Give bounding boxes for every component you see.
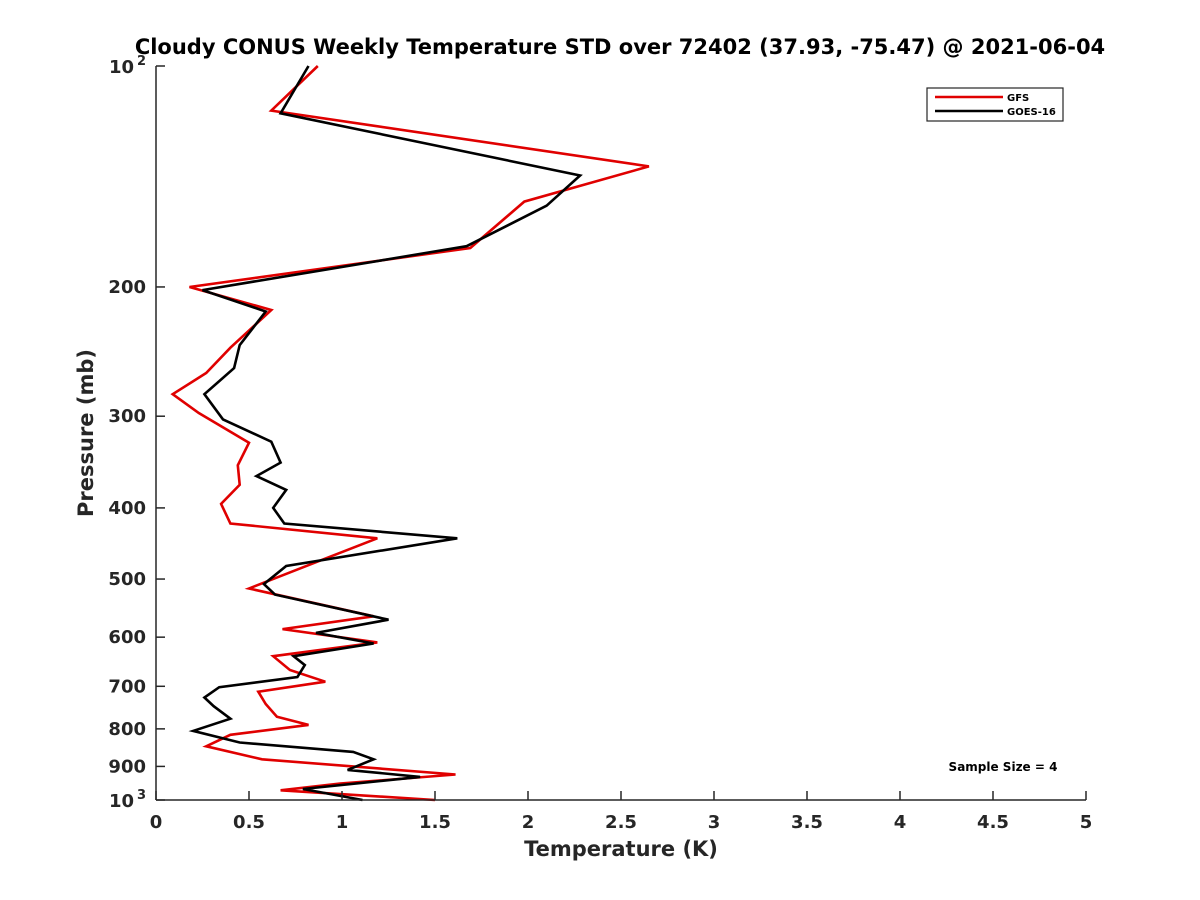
- series-line-gfs: [170, 65, 650, 802]
- y-tick-label: 800: [108, 719, 146, 740]
- x-tick-label: 1: [336, 812, 349, 833]
- y-tick-exponent: 2: [137, 54, 146, 69]
- x-tick-label: 4.5: [977, 812, 1009, 833]
- x-tick-label: 0: [150, 812, 163, 833]
- y-tick-label: 700: [108, 676, 146, 697]
- x-ticks: 0 0.5 1 1.5 2 2.5 3 3.5 4 4.5 5: [150, 791, 1093, 833]
- y-tick-power-label: 10: [109, 791, 134, 812]
- x-tick-label: 2.5: [605, 812, 637, 833]
- series-line-goes-16: [188, 65, 583, 802]
- y-tick-power-label: 10: [109, 57, 134, 78]
- y-tick-label: 300: [108, 406, 146, 427]
- legend-label: GOES-16: [1007, 107, 1056, 118]
- y-tick-label: 200: [108, 277, 146, 298]
- legend: GFS GOES-16: [926, 87, 1064, 122]
- y-tick-label: 500: [108, 569, 146, 590]
- y-tick-exponent: 3: [137, 788, 146, 803]
- x-tick-label: 1.5: [419, 812, 451, 833]
- x-tick-label: 3: [708, 812, 721, 833]
- legend-items: GFS GOES-16: [935, 93, 1056, 118]
- legend-box: [926, 87, 1064, 122]
- x-tick-label: 3.5: [791, 812, 823, 833]
- y-tick-label: 400: [108, 498, 146, 519]
- y-axis-label: Pressure (mb): [74, 349, 98, 517]
- y-tick-label: 600: [108, 627, 146, 648]
- x-tick-label: 2: [522, 812, 535, 833]
- y-tick-label: 900: [108, 756, 146, 777]
- sample-size-note: Sample Size = 4: [949, 760, 1058, 774]
- plot-area: 0 0.5 1 1.5 2 2.5 3 3.5 4 4.5 5 200 300 400 500 600 700…: [108, 54, 1092, 833]
- x-tick-label: 5: [1080, 812, 1093, 833]
- x-tick-label: 0.5: [233, 812, 265, 833]
- legend-label: GFS: [1007, 93, 1029, 104]
- x-tick-label: 4: [894, 812, 907, 833]
- chart-title: Cloudy CONUS Weekly Temperature STD over…: [135, 35, 1105, 59]
- series-layer: [170, 65, 650, 802]
- x-axis-label: Temperature (K): [524, 837, 718, 861]
